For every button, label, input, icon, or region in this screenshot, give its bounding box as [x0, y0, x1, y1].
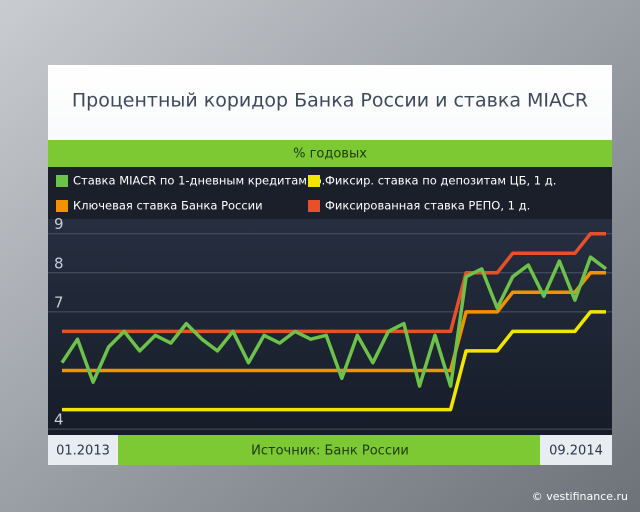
legend-swatch [308, 200, 320, 212]
end-box [540, 435, 612, 465]
series-line [62, 231, 606, 334]
series-line [62, 271, 606, 373]
watermark: © vestifinance.ru [532, 490, 628, 503]
x-tick-label: 09.2014 [549, 444, 603, 459]
y-tick-label: 4 [54, 411, 64, 429]
x-tick-label: 01.2013 [56, 444, 110, 459]
legend-label: Фиксированная ставка РЕПО, 1 д. [325, 199, 530, 213]
subtitle: % годовых [293, 147, 367, 162]
series-line [60, 255, 608, 388]
chart-title: Процентный коридор Банка России и ставка… [72, 90, 588, 112]
source-band [48, 435, 612, 465]
y-tick-label: 7 [54, 293, 64, 311]
legend-swatch [308, 175, 320, 187]
source: Источник: Банк России [251, 444, 409, 459]
legend-label: Ключевая ставка Банка России [73, 199, 263, 213]
legend-label: Фиксир. ставка по депозитам ЦБ, 1 д. [325, 174, 556, 188]
legend-swatch [56, 200, 68, 212]
subtitle-band [48, 140, 612, 167]
legend [48, 167, 612, 219]
legend-swatch [56, 175, 68, 187]
y-tick-label: 9 [54, 215, 64, 233]
series-line [62, 310, 606, 412]
start-box [48, 435, 118, 465]
y-tick-label: 8 [54, 254, 64, 272]
legend-label: Ставка MIACR по 1-дневным кредитам, р. [73, 174, 325, 188]
